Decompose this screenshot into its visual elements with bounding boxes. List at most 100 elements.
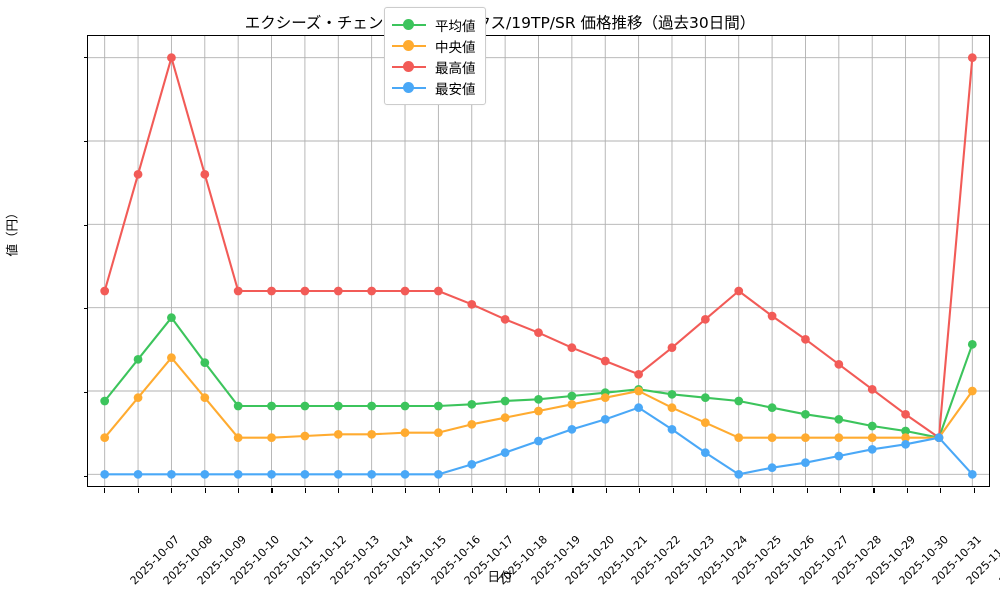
- x-tick-mark: [806, 488, 808, 493]
- x-tick-mark: [940, 488, 942, 493]
- data-point: [600, 414, 610, 424]
- legend-item-0[interactable]: 平均値: [392, 14, 476, 35]
- legend-swatch-icon: [392, 81, 426, 95]
- data-point: [400, 469, 410, 479]
- y-tick-mark: [83, 392, 88, 394]
- legend-item-2[interactable]: 最高値: [392, 56, 476, 77]
- data-point: [433, 469, 443, 479]
- data-point: [333, 469, 343, 479]
- data-point: [367, 429, 377, 439]
- data-point: [767, 311, 777, 321]
- legend-label: 平均値: [435, 18, 476, 35]
- data-point: [100, 286, 110, 296]
- data-point: [467, 419, 477, 429]
- data-point: [967, 339, 977, 349]
- data-point: [834, 433, 844, 443]
- data-point: [834, 414, 844, 424]
- data-point: [801, 409, 810, 419]
- data-point: [167, 313, 176, 323]
- x-axis-label: 日付: [487, 569, 513, 584]
- data-point: [534, 436, 543, 446]
- data-point: [867, 433, 877, 443]
- data-point: [467, 399, 477, 409]
- data-point: [767, 463, 777, 473]
- data-point: [801, 458, 810, 468]
- legend-swatch-icon: [392, 39, 426, 53]
- data-point: [834, 451, 844, 461]
- x-tick-mark: [171, 488, 173, 493]
- x-tick-mark: [405, 488, 407, 493]
- data-point: [534, 406, 543, 416]
- plot-area: 50100150200250300 2025-10-072025-10-0820…: [83, 35, 1000, 587]
- x-tick-mark: [639, 488, 641, 493]
- data-point: [667, 389, 677, 399]
- data-point: [934, 433, 944, 443]
- x-tick-mark: [472, 488, 474, 493]
- legend-swatch-icon: [392, 18, 426, 32]
- legend-label: 中央値: [435, 39, 476, 56]
- data-point: [734, 396, 744, 406]
- data-point: [433, 286, 443, 296]
- data-point: [567, 424, 577, 434]
- data-point: [233, 401, 243, 411]
- legend-item-1[interactable]: 中央値: [392, 35, 476, 56]
- data-point: [667, 343, 677, 353]
- data-point: [700, 418, 710, 428]
- data-point: [133, 393, 143, 403]
- data-point: [467, 299, 477, 309]
- data-point: [867, 384, 877, 394]
- legend-swatch-icon: [392, 60, 426, 74]
- data-point: [300, 431, 310, 441]
- data-point: [433, 428, 443, 438]
- y-tick-mark: [83, 224, 88, 226]
- x-tick-mark: [873, 488, 875, 493]
- data-point: [500, 448, 510, 458]
- data-point: [767, 433, 777, 443]
- data-point: [233, 469, 243, 479]
- y-tick-mark: [83, 57, 88, 59]
- data-point: [901, 426, 910, 436]
- data-point: [367, 469, 377, 479]
- data-point: [967, 53, 977, 63]
- data-point: [233, 286, 243, 296]
- data-point: [834, 359, 844, 369]
- data-point: [400, 286, 410, 296]
- data-point: [200, 393, 210, 403]
- data-point: [400, 401, 410, 411]
- data-point: [600, 356, 610, 366]
- data-point: [433, 401, 443, 411]
- data-point: [567, 399, 577, 409]
- data-point: [534, 394, 543, 404]
- data-point: [100, 469, 110, 479]
- legend-label: 最高値: [435, 60, 476, 77]
- data-point: [534, 328, 543, 338]
- x-tick-mark: [739, 488, 741, 493]
- legend-item-3[interactable]: 最安値: [392, 77, 476, 98]
- y-axis-label: 値（円）: [4, 206, 20, 257]
- data-series-layer: [100, 53, 977, 479]
- data-point: [167, 469, 176, 479]
- data-point: [867, 421, 877, 431]
- x-tick-mark: [204, 488, 206, 493]
- data-point: [634, 369, 644, 379]
- data-point: [267, 401, 276, 411]
- x-tick-mark: [137, 488, 139, 493]
- data-point: [667, 424, 677, 434]
- data-point: [167, 53, 176, 63]
- data-point: [333, 286, 343, 296]
- data-point: [233, 433, 243, 443]
- data-point: [267, 286, 276, 296]
- data-point: [300, 401, 310, 411]
- data-point: [767, 403, 777, 413]
- data-point: [734, 469, 744, 479]
- data-point: [133, 469, 143, 479]
- data-point: [133, 354, 143, 364]
- data-point: [467, 459, 477, 469]
- data-point: [367, 286, 377, 296]
- y-tick-mark: [83, 140, 88, 143]
- data-point: [734, 286, 744, 296]
- chart-legend: 平均値中央値最高値 最安値: [384, 7, 486, 105]
- data-point: [600, 393, 610, 403]
- data-point: [634, 403, 644, 413]
- data-point: [901, 439, 910, 449]
